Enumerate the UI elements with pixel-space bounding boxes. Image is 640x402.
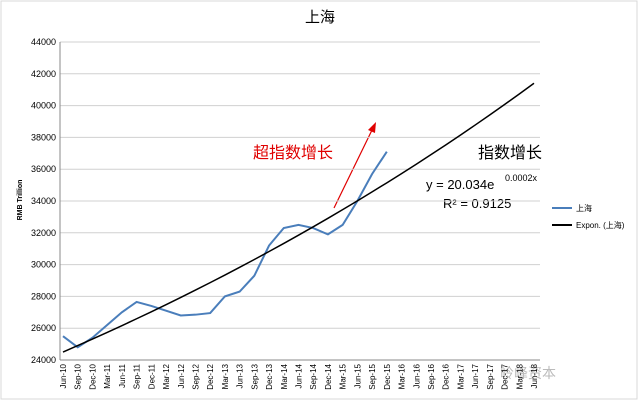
arrow: [333, 127, 374, 209]
y-tick-label: 28000: [31, 291, 56, 301]
y-tick-label: 30000: [31, 260, 56, 270]
y-tick-label: 36000: [31, 164, 56, 174]
series-line: [62, 151, 388, 349]
y-tick-label: 26000: [31, 323, 56, 333]
equation-exponent: 0.0002x: [505, 173, 538, 183]
watermark: 岭峰资本: [500, 365, 556, 381]
equation: y = 20.034e: [426, 177, 494, 192]
y-tick-label: 24000: [31, 355, 56, 365]
annotation-super: 超指数增长: [253, 144, 333, 162]
y-tick-label: 44000: [31, 37, 56, 47]
x-tick-label: Sep-10: [74, 363, 83, 389]
x-tick-label: Sep-11: [133, 363, 142, 389]
x-tick-label: Dec-13: [265, 363, 274, 389]
y-tick-label: 34000: [31, 196, 56, 206]
y-tick-label: 32000: [31, 228, 56, 238]
x-tick-label: Mar-18: [515, 363, 524, 389]
x-tick-label: Jun-14: [295, 363, 304, 388]
x-tick-label: Sep-14: [309, 363, 318, 389]
x-tick-label: Dec-14: [324, 363, 333, 389]
x-tick-label: Jun-12: [177, 363, 186, 388]
x-tick-label: Jun-18: [530, 363, 539, 388]
x-tick-label: Jun-16: [412, 363, 421, 388]
x-tick-label: Sep-12: [191, 363, 200, 389]
x-tick-label: Sep-15: [368, 363, 377, 389]
x-tick-label: Jun-15: [353, 363, 362, 388]
chart-title: 上海: [305, 9, 335, 26]
x-tick-label: Jun-13: [236, 363, 245, 388]
x-tick-label: Sep-16: [427, 363, 436, 389]
y-tick-label: 38000: [31, 132, 56, 142]
x-tick-label: Jun-17: [471, 363, 480, 388]
x-tick-label: Mar-17: [456, 363, 465, 389]
series-line: [62, 82, 535, 353]
x-tick-label: Dec-15: [383, 363, 392, 389]
y-axis-label: RMB Trillion: [17, 180, 24, 221]
x-tick-label: Sep-17: [486, 363, 495, 389]
y-tick-label: 40000: [31, 101, 56, 111]
x-tick-label: Mar-11: [103, 363, 112, 388]
x-tick-label: Jun-11: [118, 363, 127, 387]
annotation-exp: 指数增长: [478, 144, 542, 162]
legend-label: 上海: [576, 203, 592, 213]
x-tick-label: Mar-13: [221, 363, 230, 389]
x-tick-label: Sep-13: [250, 363, 259, 389]
arrow-head: [368, 122, 376, 133]
x-tick-label: Dec-11: [147, 363, 156, 389]
x-tick-label: Dec-10: [88, 363, 97, 389]
legend-label: Expon. (上海): [576, 220, 625, 230]
y-tick-label: 42000: [31, 69, 56, 79]
x-tick-label: Mar-14: [280, 363, 289, 389]
x-tick-label: Dec-16: [442, 363, 451, 389]
x-tick-label: Mar-16: [398, 363, 407, 389]
x-tick-label: Dec-12: [206, 363, 215, 389]
x-tick-label: Mar-12: [162, 363, 171, 389]
r-squared: R² = 0.9125: [443, 196, 511, 211]
x-tick-label: Jun-10: [59, 363, 68, 388]
x-tick-label: Mar-15: [339, 363, 348, 389]
x-tick-label: Dec-17: [501, 363, 510, 389]
